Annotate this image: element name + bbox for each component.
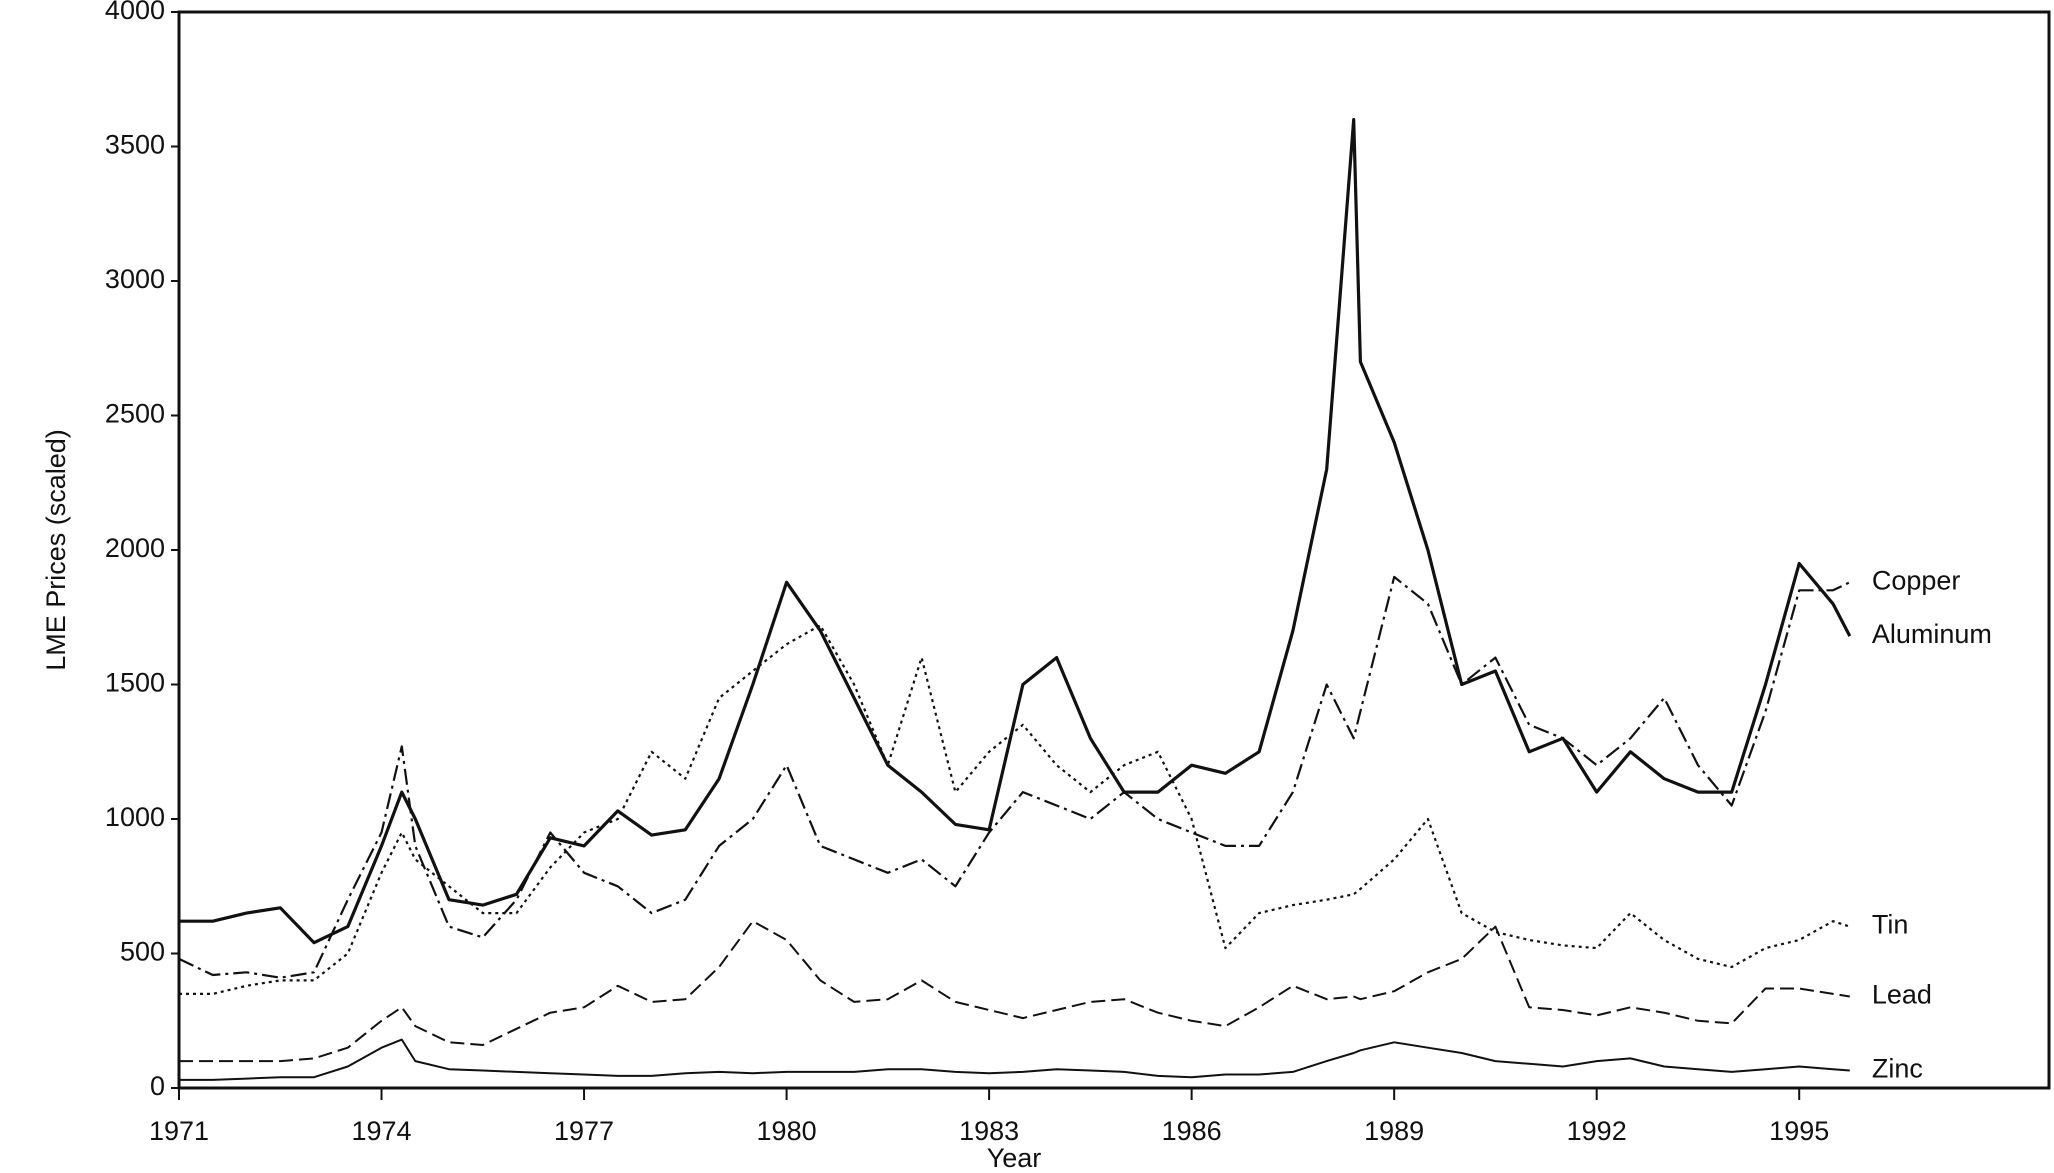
y-axis-label: LME Prices (scaled): [41, 429, 71, 671]
y-tick-label: 1500: [105, 668, 165, 698]
x-axis-label: Year: [987, 1143, 1042, 1173]
y-tick-label: 0: [150, 1071, 165, 1101]
series-line: [179, 920, 1850, 1063]
y-tick-label: 500: [120, 937, 165, 967]
x-tick-label: 1986: [1162, 1116, 1222, 1146]
x-tick-label: 1974: [351, 1116, 411, 1146]
y-tick-label: 2500: [105, 399, 165, 429]
legend-label: Lead: [1872, 980, 1932, 1010]
y-tick-label: 4000: [105, 0, 165, 25]
series-line: [179, 118, 1852, 945]
legend-label: Tin: [1872, 910, 1909, 940]
x-tick-label: 1983: [959, 1116, 1019, 1146]
plot-frame: [177, 10, 2051, 1090]
x-tick-label: 1980: [757, 1116, 817, 1146]
y-tick-label: 3500: [105, 130, 165, 160]
legend-label: Aluminum: [1872, 619, 1992, 649]
y-tick-label: 1000: [105, 802, 165, 832]
x-tick-label: 1989: [1364, 1116, 1424, 1146]
series-line: [179, 1038, 1850, 1081]
x-tick-label: 1995: [1769, 1116, 1829, 1146]
legend-label: Zinc: [1872, 1054, 1923, 1084]
legend-label: Copper: [1872, 565, 1961, 595]
x-tick-label: 1977: [554, 1116, 614, 1146]
y-tick-label: 2000: [105, 533, 165, 563]
series-line: [179, 624, 1851, 995]
y-tick-label: 3000: [105, 264, 165, 294]
x-tick-label: 1971: [149, 1116, 209, 1146]
series-line: [178, 575, 1851, 979]
x-tick-label: 1992: [1567, 1116, 1627, 1146]
